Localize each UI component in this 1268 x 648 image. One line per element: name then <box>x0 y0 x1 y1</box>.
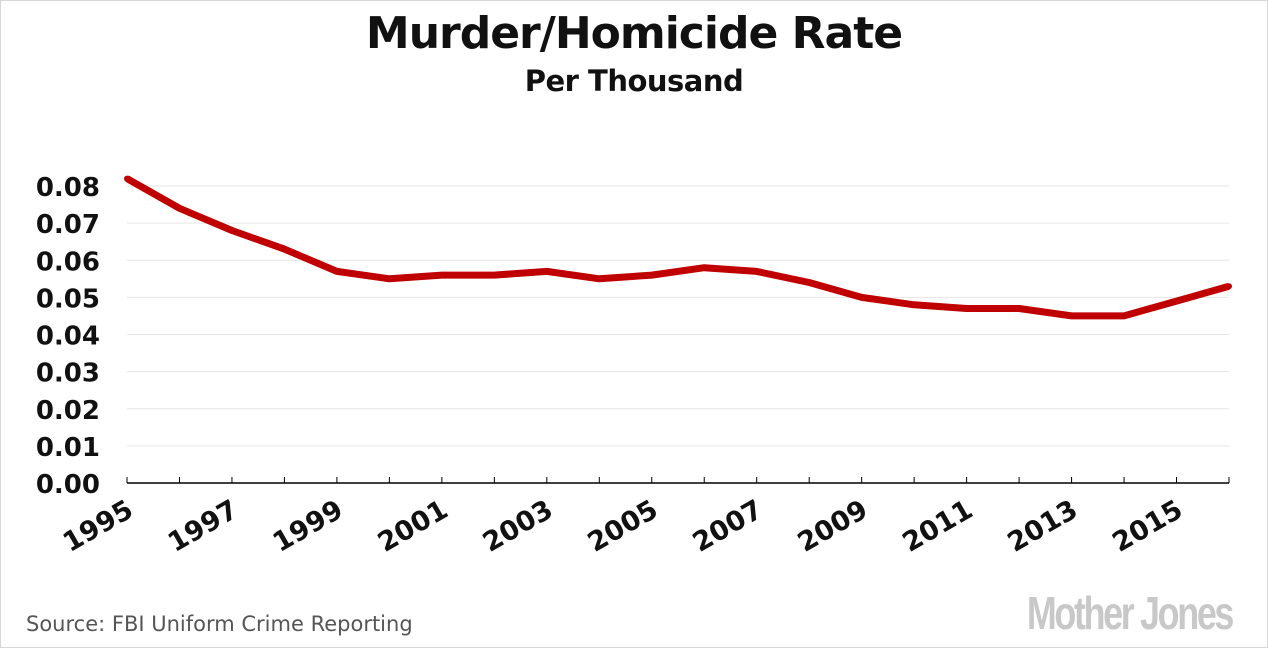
data-point <box>1068 312 1075 319</box>
x-tick-label: 1997 <box>163 494 244 558</box>
y-tick-label: 0.05 <box>36 284 100 314</box>
y-tick-label: 0.00 <box>36 470 100 500</box>
y-axis-ticks: 0.00 0.01 0.02 0.03 0.04 0.05 0.06 0.07 0.08 <box>36 173 100 500</box>
x-tick-label: 2007 <box>688 494 769 558</box>
data-point <box>858 294 865 301</box>
data-point <box>1016 305 1023 312</box>
x-tick-label: 1995 <box>58 494 139 558</box>
source-note: Source: FBI Uniform Crime Reporting <box>26 612 413 636</box>
data-point <box>963 305 970 312</box>
chart-subtitle: Per Thousand <box>524 64 744 98</box>
y-tick-label: 0.04 <box>36 322 100 352</box>
data-point <box>753 268 760 275</box>
data-point <box>228 227 235 234</box>
y-tick-label: 0.02 <box>36 396 100 426</box>
data-point <box>1173 298 1180 305</box>
x-tick-label: 2009 <box>793 494 874 558</box>
chart-title: Murder/Homicide Rate <box>365 8 903 59</box>
x-tick-label: 2015 <box>1107 494 1188 558</box>
y-tick-label: 0.03 <box>36 359 100 389</box>
y-tick-label: 0.01 <box>36 433 100 463</box>
y-tick-label: 0.06 <box>36 247 100 277</box>
series-layer <box>124 175 1232 320</box>
data-point <box>911 301 918 308</box>
y-tick-label: 0.08 <box>36 173 100 203</box>
data-point <box>333 268 340 275</box>
publisher-logo: Mother Jones <box>1026 587 1235 639</box>
data-point <box>701 264 708 271</box>
data-point <box>1226 283 1232 290</box>
x-tick-label: 1999 <box>268 494 349 558</box>
x-tick-label: 2003 <box>478 494 559 558</box>
data-point <box>124 175 130 182</box>
data-point <box>386 275 393 282</box>
gridlines <box>127 185 1229 447</box>
x-tick-label: 2013 <box>1002 494 1083 558</box>
data-point <box>491 272 498 279</box>
data-point <box>1121 312 1128 319</box>
series-line-murder-rate <box>125 175 1230 320</box>
data-point <box>596 275 603 282</box>
y-tick-label: 0.07 <box>36 210 100 240</box>
data-point <box>176 205 183 212</box>
data-point <box>648 272 655 279</box>
data-point <box>281 246 288 253</box>
x-tick-label: 2001 <box>373 494 454 558</box>
data-point <box>543 268 550 275</box>
data-point <box>806 279 813 286</box>
x-tick-label: 2011 <box>898 494 979 558</box>
data-point <box>438 272 445 279</box>
x-tick-label: 2005 <box>583 494 664 558</box>
x-axis: 1995 1997 1999 2001 2003 2005 2007 2009 2011 2013… <box>58 477 1230 559</box>
